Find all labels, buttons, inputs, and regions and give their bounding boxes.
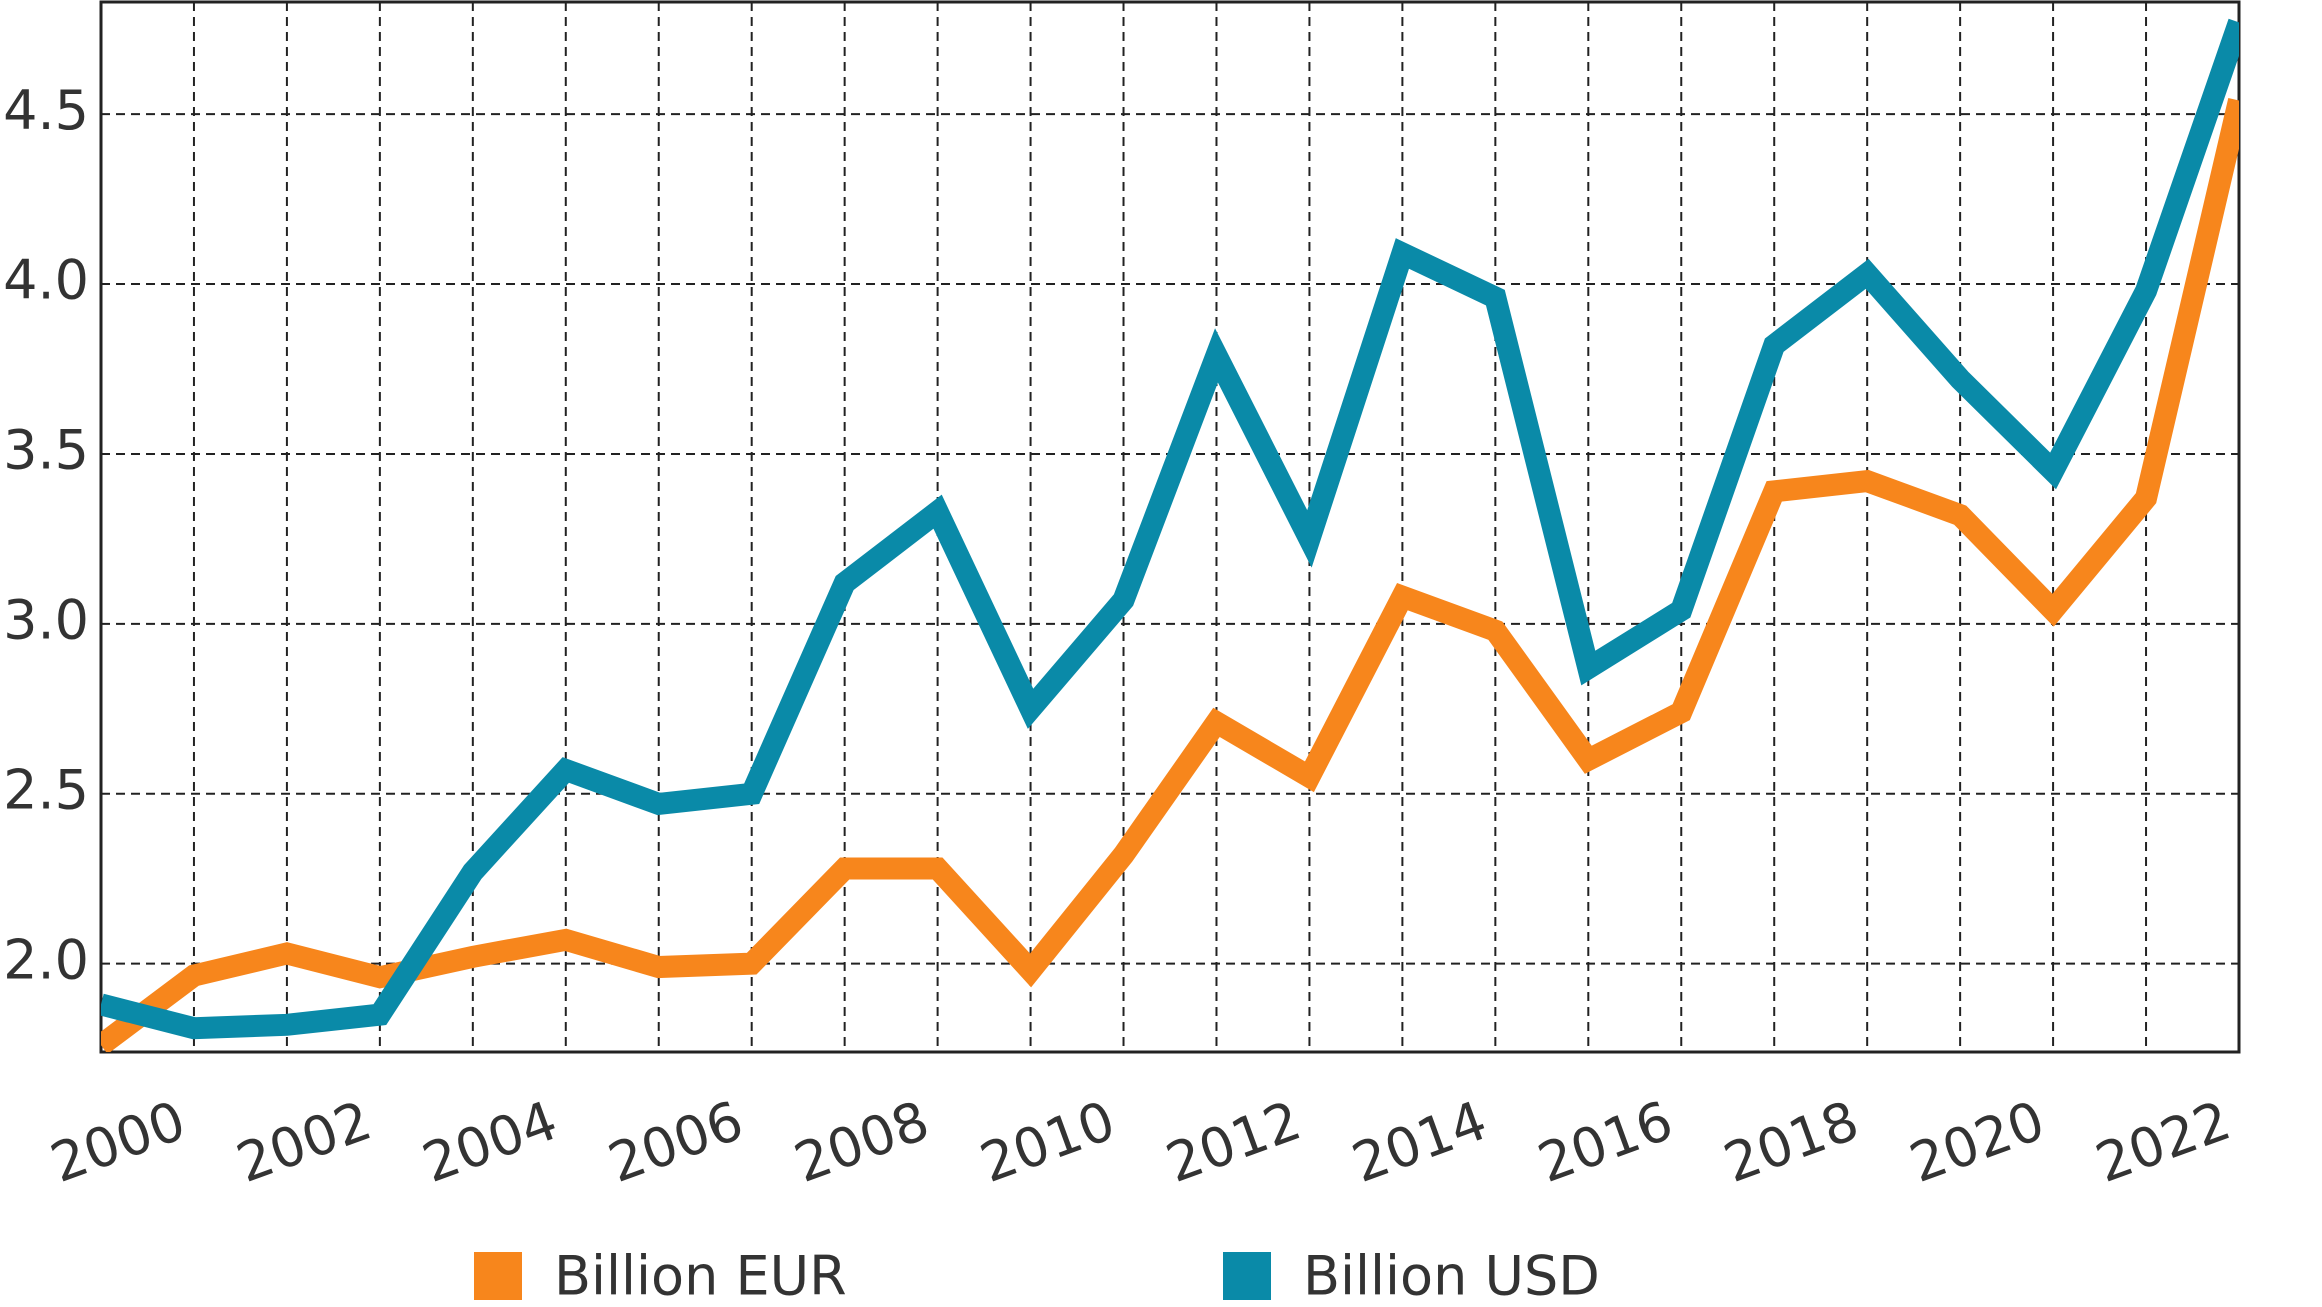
x-tick-label: 2022 (2088, 1089, 2239, 1195)
series-line (101, 98, 2239, 1052)
legend-label: Billion USD (1303, 1245, 1600, 1307)
x-tick-label: 2020 (1902, 1089, 2053, 1195)
x-tick-label: 2006 (600, 1089, 751, 1195)
x-tick-label: 2010 (972, 1089, 1123, 1195)
y-tick-label: 4.5 (3, 79, 89, 142)
y-tick-label: 3.0 (3, 588, 89, 651)
x-tick-label: 2004 (415, 1089, 566, 1195)
legend-swatch (474, 1252, 522, 1300)
y-tick-label: 4.0 (3, 249, 89, 312)
series-line (101, 18, 2239, 1040)
legend-swatch (1223, 1252, 1271, 1300)
x-tick-label: 2012 (1158, 1089, 1309, 1195)
plot-frame (99, 0, 2241, 1054)
y-tick-label: 2.0 (3, 928, 89, 991)
x-tick-label: 2016 (1530, 1089, 1681, 1195)
x-tick-label: 2008 (786, 1089, 937, 1195)
x-tick-label: 2014 (1344, 1089, 1495, 1195)
legend-label: Billion EUR (554, 1245, 847, 1307)
x-tick-label: 2002 (229, 1089, 380, 1195)
y-tick-label: 3.5 (3, 419, 89, 482)
x-tick-label: 2000 (43, 1089, 194, 1195)
x-tick-label: 2018 (1716, 1089, 1867, 1195)
y-tick-label: 2.5 (3, 758, 89, 821)
